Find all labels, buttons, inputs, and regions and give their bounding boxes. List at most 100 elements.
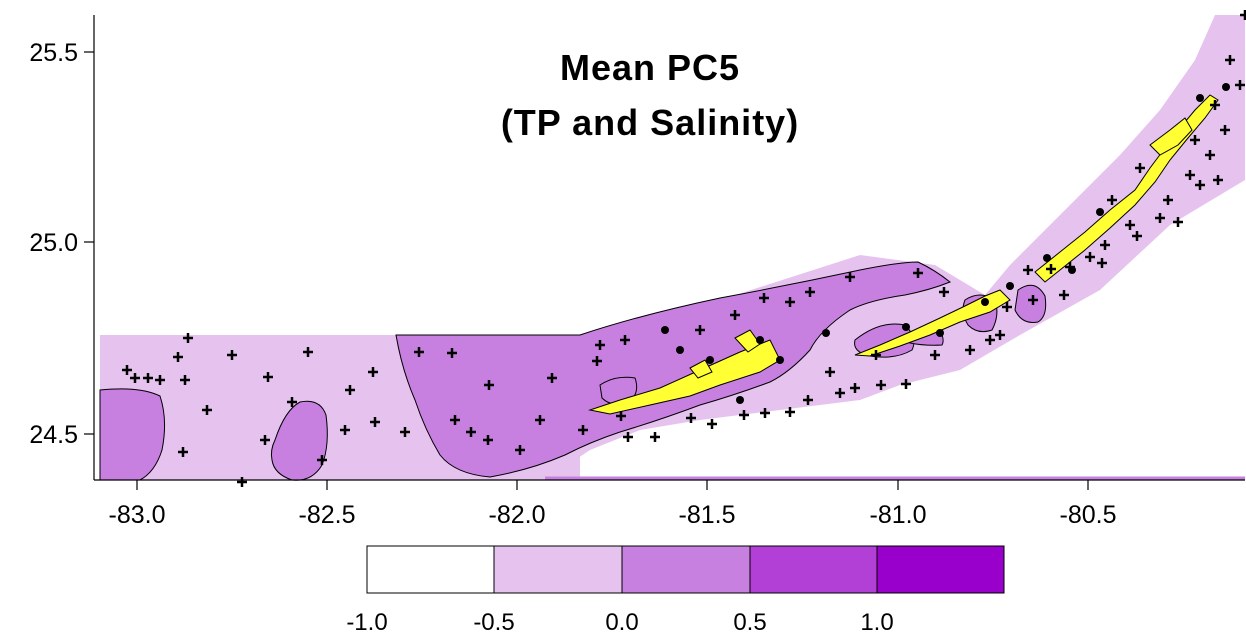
station-cross	[965, 345, 975, 355]
station-cross	[303, 347, 313, 357]
station-cross	[535, 415, 545, 425]
station-dot	[822, 329, 830, 337]
station-cross	[466, 427, 476, 437]
station-cross	[447, 348, 457, 358]
station-dot	[936, 329, 944, 337]
station-cross	[913, 268, 923, 278]
station-cross	[1225, 55, 1235, 65]
station-dot	[706, 356, 714, 364]
station-cross	[1023, 265, 1033, 275]
station-cross	[785, 407, 795, 417]
station-cross	[368, 367, 378, 377]
station-cross	[1085, 252, 1095, 262]
axes	[84, 15, 1245, 490]
station-cross	[400, 427, 410, 437]
station-cross	[450, 415, 460, 425]
station-cross	[1235, 80, 1245, 90]
station-cross	[707, 419, 717, 429]
y-tick-labels: 25.5 25.0 24.5	[29, 39, 78, 449]
legend-swatch-1	[876, 545, 1005, 594]
station-cross	[595, 340, 605, 350]
legend-swatch-neg05	[493, 545, 623, 594]
station-markers	[122, 10, 1246, 487]
station-cross	[515, 445, 525, 455]
station-cross	[760, 408, 770, 418]
station-cross	[1002, 302, 1012, 312]
legend-label: -1.0	[346, 609, 387, 636]
station-cross	[1190, 135, 1200, 145]
x-tick-label: -82.5	[299, 501, 356, 529]
x-tick-label: -82.0	[489, 501, 546, 529]
station-cross	[1163, 195, 1173, 205]
station-cross	[1240, 10, 1246, 20]
station-cross	[180, 375, 190, 385]
station-cross	[263, 372, 273, 382]
x-tick-labels: -83.0 -82.5 -82.0 -81.5 -81.0 -80.5	[109, 501, 1117, 529]
y-tick-label: 24.5	[29, 421, 78, 449]
station-cross	[202, 405, 212, 415]
station-dot	[676, 346, 684, 354]
station-cross	[1220, 125, 1230, 135]
legend-label: 1.0	[860, 609, 893, 636]
station-cross	[414, 347, 424, 357]
station-cross	[616, 411, 626, 421]
color-legend	[366, 545, 1005, 594]
station-cross	[1097, 258, 1107, 268]
station-cross	[930, 350, 940, 360]
station-cross	[183, 333, 193, 343]
legend-labels: -1.0 -0.5 0.0 0.5 1.0	[346, 609, 893, 636]
station-cross	[825, 367, 835, 377]
keys-top	[1149, 117, 1193, 156]
station-cross	[835, 388, 845, 398]
station-cross	[260, 435, 270, 445]
station-cross	[623, 432, 633, 442]
station-cross	[155, 375, 165, 385]
station-cross	[1213, 175, 1223, 185]
region-west-lobe	[99, 388, 166, 481]
station-cross	[805, 287, 815, 297]
legend-swatch-05	[749, 545, 878, 594]
station-dot	[1006, 282, 1014, 290]
station-cross	[345, 385, 355, 395]
station-cross	[901, 379, 911, 389]
station-cross	[845, 272, 855, 282]
station-cross	[1135, 163, 1145, 173]
station-cross	[578, 425, 588, 435]
station-cross	[871, 350, 881, 360]
station-cross	[620, 335, 630, 345]
station-cross	[1059, 290, 1069, 300]
station-cross	[1173, 217, 1183, 227]
station-cross	[850, 383, 860, 393]
station-cross	[759, 293, 769, 303]
station-cross	[1107, 195, 1117, 205]
station-dot	[981, 298, 989, 306]
station-cross	[130, 373, 140, 383]
legend-swatch-0	[621, 545, 751, 594]
region-patch-d	[1014, 284, 1047, 323]
y-tick-label: 25.5	[29, 39, 78, 67]
station-cross	[1125, 220, 1135, 230]
station-cross	[178, 447, 188, 457]
station-cross	[803, 395, 813, 405]
region-middle-dark	[395, 261, 951, 478]
station-cross	[227, 350, 237, 360]
station-cross	[1132, 231, 1142, 241]
station-dot	[736, 396, 744, 404]
station-dot	[1222, 83, 1230, 91]
station-dot	[1043, 254, 1051, 262]
station-cross	[237, 477, 247, 487]
station-cross	[1100, 240, 1110, 250]
station-cross	[547, 373, 557, 383]
station-dot	[661, 326, 669, 334]
station-cross	[484, 380, 494, 390]
station-cross	[1028, 295, 1038, 305]
station-cross	[1185, 170, 1195, 180]
keys-middle	[854, 289, 1011, 357]
station-cross	[317, 455, 327, 465]
station-dot	[1096, 208, 1104, 216]
station-cross	[483, 435, 493, 445]
station-cross	[143, 373, 153, 383]
legend-swatch-neg1	[366, 545, 495, 594]
map-title-line2: (TP and Salinity)	[501, 102, 799, 143]
